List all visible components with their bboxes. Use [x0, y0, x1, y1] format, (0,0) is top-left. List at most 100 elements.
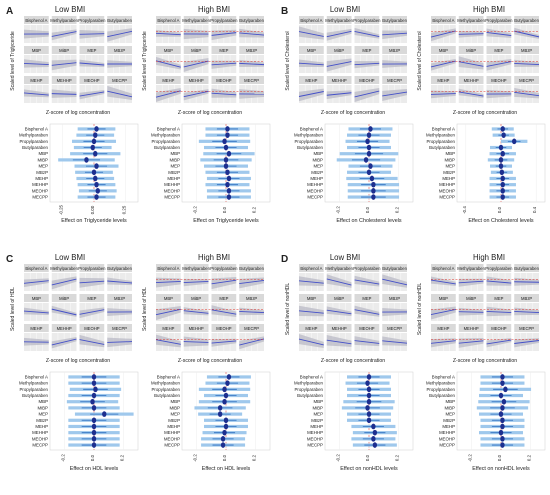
forest-tick-label: Methylparaben — [151, 133, 181, 138]
facet-strip — [326, 264, 352, 272]
estimate-point — [371, 423, 376, 430]
forest-tick-label: MEOHP — [32, 436, 48, 441]
trend-ribbon — [79, 59, 105, 68]
facet-label: MEHP — [30, 326, 42, 331]
forest-tick-label: Bisphenol A — [25, 374, 48, 379]
facet-strip — [156, 76, 181, 84]
trend-ribbon — [458, 337, 484, 348]
facet-strip — [239, 76, 264, 84]
trend-line — [107, 30, 133, 38]
facet-label: MEP — [494, 296, 503, 301]
trend-line — [23, 310, 49, 314]
estimate-point — [91, 442, 97, 448]
facet-strip — [382, 16, 407, 24]
estimate-point — [225, 126, 230, 132]
facet-label: Bisphenol A — [432, 18, 454, 23]
forest-xtick: 0.2 — [251, 206, 256, 213]
facet-strip — [183, 16, 209, 24]
trend-line — [211, 309, 237, 315]
trend-line — [298, 31, 324, 37]
trend-line — [155, 308, 181, 316]
trend-ribbon — [107, 28, 132, 42]
facet-strip — [354, 76, 380, 84]
estimate-point — [366, 132, 372, 138]
forest-tick-label: Butylparaben — [429, 145, 455, 150]
trend-line — [382, 278, 408, 286]
trend-ribbon — [211, 305, 237, 317]
facet-label: MiBP — [334, 296, 344, 301]
facet-label: Bisphenol A — [25, 18, 47, 23]
estimate-point — [366, 417, 372, 424]
facet-label: Bisphenol A — [157, 18, 179, 23]
estimate-point — [95, 188, 100, 194]
forest-tick-label: Butylparaben — [297, 145, 323, 150]
scatter-ylabel: Scaled level of nonHDL — [417, 283, 423, 335]
forest-tick-label: Methylparaben — [19, 133, 49, 138]
facet-strip — [431, 46, 456, 54]
facet-label: Butylparaben — [239, 266, 264, 271]
trend-ribbon — [51, 337, 77, 349]
facet-strip — [486, 46, 512, 54]
forest-tick-label: MBzP — [36, 418, 48, 423]
forest-tick-label: MEHP — [35, 176, 48, 181]
forest-xtick: -0.25 — [59, 204, 64, 215]
facet-label: MEP — [219, 296, 228, 301]
facet-strip — [211, 324, 237, 332]
forest-tick-label: MEP — [445, 164, 455, 169]
forest-tick-label: MEHP — [442, 176, 455, 181]
facet-label: MBP — [32, 296, 41, 301]
facet-label: Butylparaben — [107, 266, 132, 271]
facet-label: MEHHP — [189, 78, 204, 83]
estimate-point — [90, 144, 95, 151]
facet-strip — [354, 46, 380, 54]
estimate-point — [226, 374, 232, 380]
facet-label: MEHP — [305, 78, 317, 83]
forest-tick-label: MEHHP — [307, 430, 323, 435]
trend-line — [354, 279, 380, 285]
trend-ribbon — [211, 338, 237, 347]
forest-tick-label: MiBP — [170, 157, 181, 162]
facet-strip — [24, 264, 49, 272]
trend-ribbon — [211, 29, 237, 41]
facet-strip — [107, 46, 132, 54]
forest-xtick: 0.00 — [90, 205, 95, 214]
facet-strip — [326, 294, 352, 302]
panel-letter: D — [281, 254, 288, 265]
facet-label: MEOHP — [216, 326, 232, 331]
facet-strip — [382, 264, 407, 272]
facet-label: MEHP — [162, 326, 174, 331]
facet-strip — [299, 294, 324, 302]
trend-ribbon — [24, 59, 49, 68]
estimate-point — [500, 175, 505, 182]
estimate-point — [220, 436, 226, 442]
facet-label: MEP — [87, 48, 96, 53]
facet-label: MEHP — [437, 78, 449, 83]
forest-tick-label: Bisphenol A — [300, 374, 323, 379]
panel-letter: A — [6, 6, 13, 17]
estimate-point — [500, 150, 505, 157]
trend-line — [430, 279, 456, 285]
facet-label: MEP — [87, 296, 96, 301]
forest-tick-label: MECPP — [32, 443, 48, 448]
estimate-point — [223, 417, 229, 424]
trend-line — [354, 340, 380, 344]
trend-ribbon — [79, 277, 105, 288]
estimate-point — [91, 169, 97, 176]
trend-line — [155, 60, 181, 68]
facet-strip — [382, 46, 407, 54]
facet-strip — [486, 16, 512, 24]
trend-line — [514, 91, 540, 97]
estimate-point — [498, 392, 504, 399]
facet-strip — [514, 324, 539, 332]
forest-tick-label: Methylparaben — [294, 133, 324, 138]
forest-tick-label: MiBP — [313, 157, 324, 162]
facet-label: MEOHP — [84, 326, 100, 331]
facet-strip — [183, 324, 209, 332]
scatter-ylabel: Scaled level of Triglyceride — [142, 31, 148, 91]
trend-ribbon — [239, 59, 264, 67]
facet-label: Propylparaben — [78, 18, 106, 23]
forest-tick-label: MBP — [38, 399, 48, 404]
forest-tick-label: MEHHP — [32, 430, 48, 435]
trend-ribbon — [211, 276, 237, 290]
